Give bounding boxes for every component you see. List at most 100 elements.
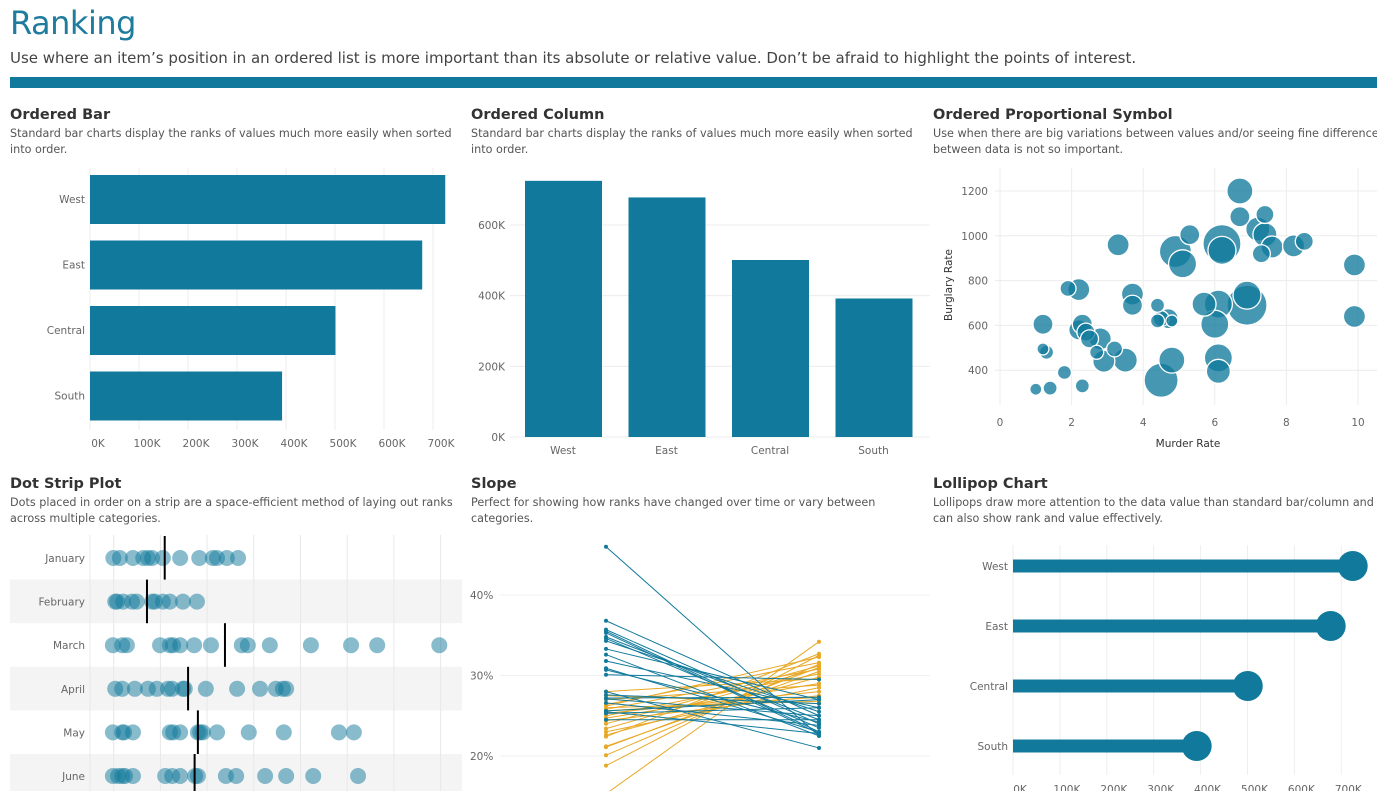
y-tick-label: 400K [478,291,506,303]
dot [350,768,367,784]
slope-line [605,674,820,681]
category-label: Central [47,325,85,337]
dot [239,637,256,654]
dot-strip-description: Dots placed in order on a strip are a sp… [10,496,453,525]
y-tick-label: 0K [491,432,506,444]
category-label: West [982,561,1008,573]
dot [302,637,319,654]
bar-east [90,240,423,290]
slope-line [605,702,820,726]
slope-line [605,669,820,723]
x-tick-label: 100K [134,438,162,450]
slope-point-end [817,731,821,736]
page-subtitle: Use where an item’s position in an order… [10,49,1137,67]
symbol-point [1149,297,1166,313]
slope-line [605,694,820,705]
slope-point-start [604,721,608,726]
symbol-point [1149,313,1166,329]
dot-strip-chart: January February March April May June [10,535,462,791]
row-label: January [44,553,85,565]
slope-line [605,698,820,717]
symbol-point [1165,314,1179,328]
category-label: Central [970,681,1008,693]
slope-point-start [604,646,608,651]
symbol-point [1059,279,1077,298]
ordered-column-chart: 0K 200K 400K 600K West East Central South [478,180,930,457]
ordered-bar-title: Ordered Bar [10,107,111,123]
y-axis-title: Burglary Rate [943,249,955,321]
y-tick-label: 600 [968,320,988,332]
category-label: Central [751,445,789,457]
symbol-point [1032,313,1054,335]
page-title: Ranking [10,4,136,42]
x-tick-label: 700K [1335,784,1363,791]
x-tick-label: 700K [428,438,456,450]
x-tick-label: 300K [232,438,260,450]
slope-point-start [604,689,608,694]
slope-point-start [604,692,608,697]
dot [172,550,189,566]
symbol-point [1226,177,1254,205]
x-tick-label: 2 [1068,417,1075,429]
slope-line [605,676,820,736]
dot [278,680,295,697]
dot [261,637,278,654]
slope-point-end [817,697,821,702]
dot [154,550,171,566]
x-tick-label: 10 [1351,417,1364,429]
proportional-symbol-chart: 0 2 4 6 8 10 400 600 800 1000 1200 Murder Rate Burgl… [943,168,1377,450]
slope-point-start [604,717,608,722]
y-tick-label: 40% [470,590,493,602]
slope-point-end [817,683,821,688]
dot [369,637,386,654]
slope-line [605,671,820,747]
slope-point-end [817,677,821,682]
symbol-point [1205,358,1232,384]
slope-point-end [817,689,821,694]
x-tick-label: 100K [1053,784,1081,791]
symbol-point [1229,206,1251,228]
y-tick-label: 20% [470,751,493,763]
dot [186,637,203,654]
dot [172,768,189,784]
y-tick-label: 1000 [961,231,988,243]
symbol-point [1079,329,1100,349]
symbol-point [1029,382,1043,396]
symbol-point [1191,291,1217,317]
dot [124,768,141,784]
dot [278,768,295,784]
slope-title: Slope [471,476,517,492]
slope-point-end [817,663,821,668]
proportional-symbol-title: Ordered Proportional Symbol [933,107,1173,123]
slope-description: Perfect for showing how ranks have chang… [471,496,876,525]
category-label: East [62,260,85,272]
dot [228,768,245,784]
slope-point-end [817,717,821,722]
dot [161,593,178,610]
slope-line [605,691,820,714]
x-tick-label: 500K [1241,784,1269,791]
slope-point-start [604,726,608,731]
dot [174,593,191,610]
symbol-point [1036,342,1050,356]
lollipop-chart: 0K 100K 200K 300K 400K 500K 600K 700K West East Ce… [970,545,1368,791]
symbol-point [1056,364,1073,381]
category-label: South [977,741,1008,753]
lollipop-title: Lollipop Chart [933,476,1048,492]
slope-point-start [604,763,608,768]
y-tick-label: 30% [470,671,493,683]
slope-point-start [604,711,608,716]
row-label: May [63,727,85,739]
slope-point-start [604,700,608,705]
dot [128,593,145,610]
slope-point-start [604,696,608,701]
slope-point-start [604,729,608,734]
x-tick-label: 300K [1147,784,1175,791]
dot [118,637,135,654]
slope-line [605,668,820,710]
slope-point-start [604,630,608,635]
slope-line [605,678,820,693]
dot [305,768,322,784]
y-tick-label: 800 [968,276,988,288]
slope-line [605,699,820,712]
